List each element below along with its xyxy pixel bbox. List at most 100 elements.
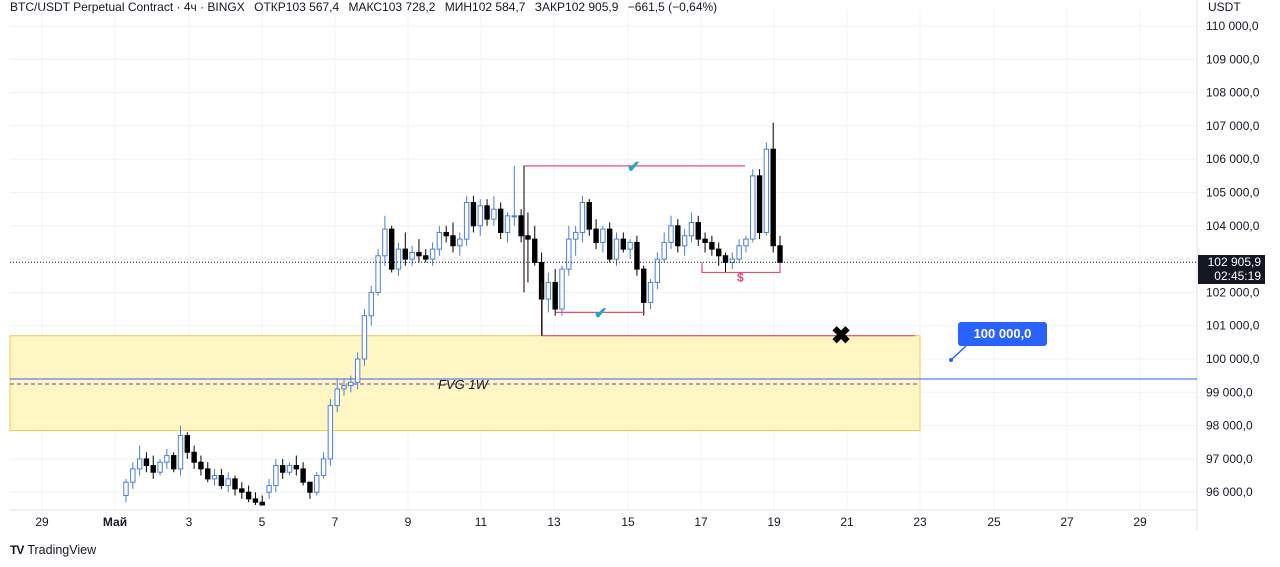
candle-body bbox=[184, 435, 191, 453]
candle-body bbox=[613, 238, 620, 260]
candle-body bbox=[566, 238, 572, 270]
candle-body bbox=[341, 385, 347, 390]
candle-body bbox=[354, 358, 361, 383]
x-tick-label: 11 bbox=[475, 515, 488, 529]
x-tick-label: Май bbox=[103, 515, 127, 529]
candle-body bbox=[627, 241, 633, 250]
candle-body bbox=[150, 465, 156, 473]
y-tick-label: 105 000,0 bbox=[1206, 186, 1260, 200]
tradingview-icon: TV bbox=[10, 543, 24, 557]
candle-body bbox=[511, 215, 518, 218]
candle-body bbox=[375, 255, 381, 293]
ohlc-close: ЗАКР102 905,9 bbox=[534, 0, 619, 14]
candle-body bbox=[436, 231, 443, 250]
ohlc-high: МАКС103 728,2 bbox=[348, 0, 436, 14]
candle-body bbox=[307, 481, 313, 493]
check-icon: ✔ bbox=[627, 159, 640, 176]
candle-body bbox=[279, 465, 286, 473]
candle-body bbox=[600, 228, 606, 243]
candle-body bbox=[736, 245, 742, 260]
axis-currency: USDT bbox=[1208, 0, 1241, 14]
label-anchor-dot bbox=[949, 358, 953, 362]
x-tick-label: 21 bbox=[840, 515, 854, 529]
candle-body bbox=[504, 215, 511, 233]
last-price-tag: 102 905,9 02:45:19 bbox=[1198, 255, 1265, 284]
bar-countdown: 02:45:19 bbox=[1214, 268, 1261, 283]
symbol-title[interactable]: BTC/USDT Perpetual Contract · 4ч · BINGX bbox=[10, 0, 245, 14]
y-tick-label: 97 000,0 bbox=[1206, 452, 1253, 466]
candle-body bbox=[559, 268, 565, 310]
liquidity-line bbox=[701, 262, 781, 274]
candle-body bbox=[518, 215, 524, 237]
candle-body bbox=[191, 451, 197, 463]
candle-body bbox=[702, 238, 708, 243]
candle-body bbox=[198, 461, 204, 470]
y-tick-label: 109 000,0 bbox=[1206, 52, 1260, 66]
candle-body bbox=[606, 228, 613, 260]
candle-body bbox=[654, 258, 661, 283]
candle-body bbox=[123, 481, 129, 497]
level-high-line bbox=[523, 165, 745, 293]
candle-body bbox=[157, 461, 163, 473]
candle-body bbox=[450, 235, 456, 247]
candle-body bbox=[293, 465, 300, 470]
candle-body bbox=[164, 455, 170, 463]
y-tick-label: 110 000,0 bbox=[1206, 19, 1259, 33]
candle-body bbox=[620, 238, 627, 250]
candle-body bbox=[382, 228, 388, 257]
candle-body bbox=[314, 475, 320, 493]
candle-body bbox=[395, 248, 402, 270]
y-tick-label: 106 000,0 bbox=[1206, 152, 1260, 166]
candle-body bbox=[695, 221, 701, 240]
candle-body bbox=[647, 281, 654, 303]
candle-body bbox=[497, 208, 504, 233]
chart-header: BTC/USDT Perpetual Contract · 4ч · BINGX… bbox=[10, 0, 723, 14]
candle-body bbox=[722, 255, 729, 263]
x-tick-label: 5 bbox=[259, 515, 266, 529]
price-label-100k[interactable]: 100 000,0 bbox=[958, 322, 1047, 346]
candle-body bbox=[593, 228, 599, 243]
candle-body bbox=[641, 268, 647, 303]
candle-body bbox=[205, 468, 211, 480]
candle-body bbox=[750, 175, 756, 240]
candle-body bbox=[688, 221, 695, 237]
tradingview-logo[interactable]: TV TradingView bbox=[10, 543, 96, 557]
candle-body bbox=[715, 248, 722, 257]
ohlc-open: ОТКР103 567,4 bbox=[254, 0, 340, 14]
x-tick-label: 19 bbox=[767, 515, 781, 529]
candle-body bbox=[634, 241, 640, 270]
candle-body bbox=[675, 225, 681, 247]
x-tick-label: 9 bbox=[405, 515, 412, 529]
x-tick-label: 13 bbox=[547, 515, 561, 529]
x-tick-label: 25 bbox=[987, 515, 1001, 529]
candle-body bbox=[143, 458, 150, 467]
candle-body bbox=[245, 491, 252, 500]
x-tick-label: 29 bbox=[1133, 515, 1147, 529]
fvg-zone bbox=[9, 335, 921, 432]
candle-body bbox=[136, 458, 143, 470]
x-tick-label: 17 bbox=[694, 515, 708, 529]
candle-body bbox=[177, 435, 184, 470]
candle-body bbox=[416, 251, 422, 257]
x-tick-label: 7 bbox=[332, 515, 339, 529]
candle-body bbox=[579, 201, 586, 233]
candle-body bbox=[232, 478, 238, 490]
candle-body bbox=[586, 201, 592, 230]
cross-icon: ✖ bbox=[831, 323, 851, 350]
candle-body bbox=[252, 498, 259, 503]
candle-body bbox=[300, 468, 306, 483]
candle-body bbox=[259, 501, 265, 506]
y-tick-label: 104 000,0 bbox=[1206, 219, 1260, 233]
candle-body bbox=[463, 201, 470, 240]
y-tick-label: 100 000,0 bbox=[1206, 352, 1260, 366]
candle-body bbox=[320, 458, 327, 477]
candle-body bbox=[777, 245, 783, 263]
candle-body bbox=[763, 148, 770, 233]
candle-body bbox=[361, 315, 368, 360]
candle-body bbox=[327, 405, 334, 460]
candle-body bbox=[457, 238, 463, 247]
last-price-value: 102 905,9 bbox=[1207, 255, 1261, 269]
candle-body bbox=[225, 478, 231, 487]
candle-body bbox=[211, 475, 218, 480]
